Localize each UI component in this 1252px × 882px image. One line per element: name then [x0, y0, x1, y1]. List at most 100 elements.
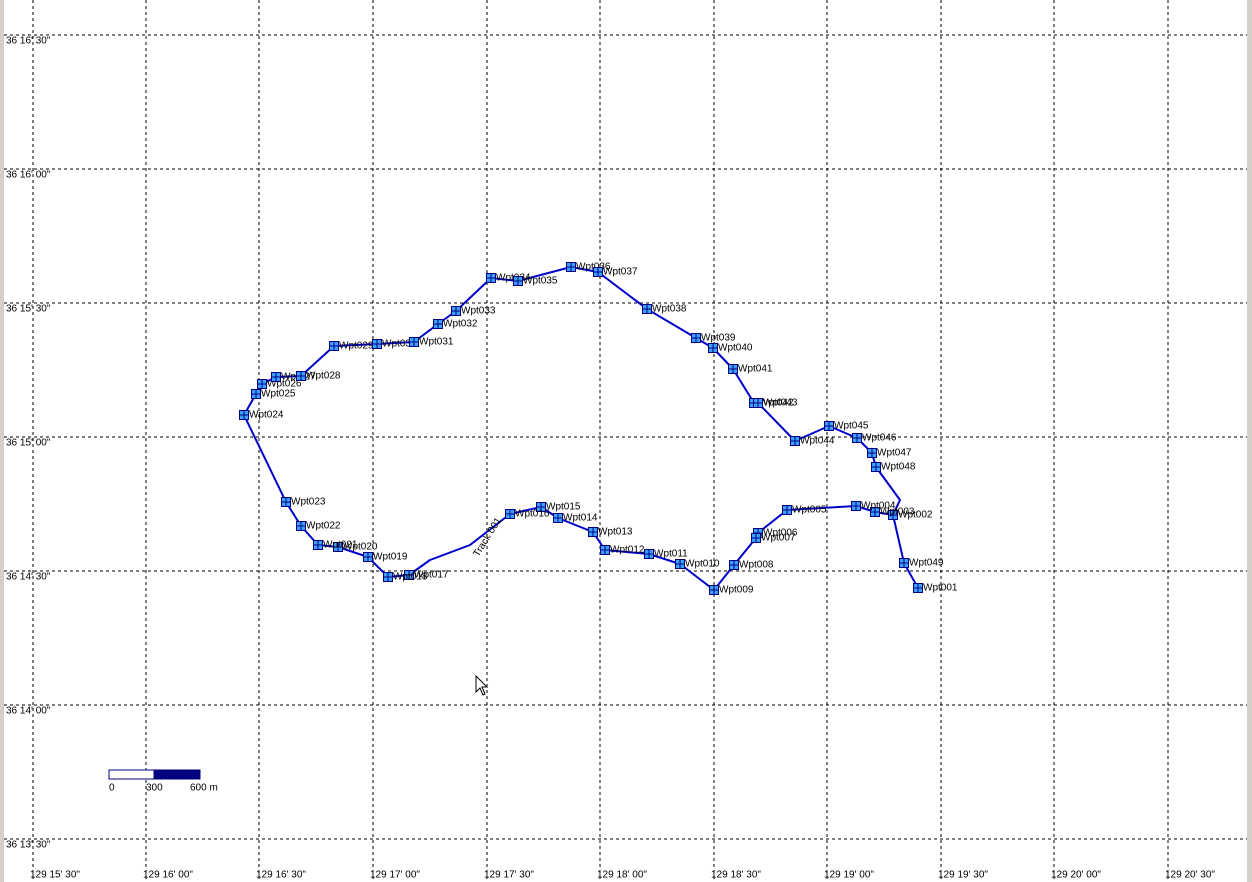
waypoint-label: Wpt040: [718, 343, 753, 354]
waypoint: Wpt021: [313, 540, 358, 551]
waypoint-marker-cross: [383, 572, 393, 582]
waypoint: Wpt028: [296, 371, 341, 382]
waypoint-label: Wpt028: [306, 371, 341, 382]
waypoint-marker-cross: [333, 542, 343, 552]
waypoint-label: Wpt002: [898, 510, 933, 521]
waypoint-marker-cross: [296, 371, 306, 381]
waypoint: Wpt019: [363, 552, 408, 563]
waypoint-marker-cross: [870, 507, 880, 517]
waypoint-label: Wpt017: [414, 570, 449, 581]
waypoint: Wpt049: [899, 558, 944, 569]
waypoint-marker-cross: [600, 545, 610, 555]
latitude-label: 36 16' 30": [6, 36, 51, 47]
waypoint-label: Wpt044: [800, 436, 835, 447]
waypoint-marker-cross: [729, 560, 739, 570]
waypoint-label: Wpt012: [610, 545, 645, 556]
waypoint-label: Wpt009: [719, 585, 754, 596]
waypoint-marker-cross: [588, 527, 598, 537]
waypoint-label: Wpt037: [603, 267, 638, 278]
latitude-label: 36 14' 00": [6, 706, 51, 717]
waypoint: Wpt045: [824, 421, 869, 432]
waypoint: Wpt017: [404, 570, 449, 581]
waypoint: Wpt002: [888, 510, 933, 521]
waypoint: Wpt046: [852, 433, 897, 444]
waypoint-label: Wpt042: [759, 398, 794, 409]
waypoint: Wpt012: [600, 545, 645, 556]
waypoint-marker-cross: [536, 502, 546, 512]
waypoint-label: Wpt023: [291, 497, 326, 508]
waypoint: Wpt024: [239, 410, 284, 421]
waypoint-label: Wpt005: [792, 505, 827, 516]
waypoint: Wpt041: [728, 364, 773, 375]
waypoint: Wpt010: [675, 559, 720, 570]
waypoint-marker-cross: [913, 583, 923, 593]
scale-bar-dark: [153, 769, 201, 780]
waypoint-label: Wpt008: [739, 560, 774, 571]
waypoint-marker-cross: [691, 333, 701, 343]
waypoint-marker-cross: [675, 559, 685, 569]
waypoint-label: Wpt038: [652, 304, 687, 315]
waypoint-label: Wpt031: [419, 337, 454, 348]
waypoint-marker-cross: [451, 306, 461, 316]
longitude-label: 129 18' 30": [711, 870, 761, 881]
waypoint: Wpt005: [782, 505, 827, 516]
waypoint-label: Wpt006: [763, 528, 798, 539]
waypoint-marker-cross: [593, 267, 603, 277]
longitude-label: 129 19' 00": [824, 870, 874, 881]
waypoint: Wpt029: [329, 341, 374, 352]
longitude-label: 129 16' 30": [256, 870, 306, 881]
waypoint-marker-cross: [753, 398, 763, 408]
right-edge: [1247, 0, 1252, 882]
waypoint: Wpt040: [708, 343, 753, 354]
waypoint-label: Wpt014: [563, 513, 598, 524]
waypoint-label: Wpt039: [701, 333, 736, 344]
waypoint-label: Wpt046: [862, 433, 897, 444]
waypoint: Wpt009: [709, 585, 754, 596]
waypoint: Wpt011: [644, 549, 688, 560]
waypoint-label: Wpt020: [343, 542, 378, 553]
waypoint: Wpt033: [451, 306, 496, 317]
waypoint-marker-cross: [239, 410, 249, 420]
waypoint-label: Wpt030: [382, 339, 417, 350]
mouse-cursor: [475, 674, 489, 696]
longitude-label: 129 18' 00": [597, 870, 647, 881]
waypoint-label: Wpt007: [761, 533, 796, 544]
waypoint-label: Wpt016: [515, 509, 550, 520]
waypoint-label: Wpt024: [249, 410, 284, 421]
waypoint-marker-cross: [824, 421, 834, 431]
waypoint-marker-cross: [566, 262, 576, 272]
waypoint: Wpt035: [513, 276, 558, 287]
waypoint: Wpt018: [383, 572, 428, 583]
waypoint: Wpt044: [790, 436, 835, 447]
waypoint-marker-cross: [404, 570, 414, 580]
waypoint-marker-cross: [899, 558, 909, 568]
waypoint-label: Wpt033: [461, 306, 496, 317]
waypoint-marker-cross: [709, 585, 719, 595]
longitude-label: 129 17' 30": [484, 870, 534, 881]
waypoint-marker-cross: [782, 505, 792, 515]
waypoint-marker-cross: [433, 319, 443, 329]
waypoint: Wpt039: [691, 333, 736, 344]
waypoint-label: Wpt018: [393, 572, 428, 583]
waypoint-label: Wpt001: [923, 583, 958, 594]
latitude-label: 36 15' 00": [6, 438, 51, 449]
latitude-label: 36 14' 30": [6, 572, 51, 583]
waypoint-marker-cross: [363, 552, 373, 562]
waypoint-marker-cross: [505, 509, 515, 519]
waypoint: Wpt016: [505, 509, 550, 520]
waypoint-label: Wpt029: [339, 341, 374, 352]
waypoint-marker-cross: [644, 549, 654, 559]
waypoint-label: Wpt019: [373, 552, 408, 563]
waypoint-marker-cross: [642, 304, 652, 314]
waypoint-marker-cross: [486, 273, 496, 283]
waypoint: Wpt025: [251, 389, 296, 400]
waypoint-label: Wpt041: [738, 364, 773, 375]
waypoint-label: Wpt025: [261, 389, 296, 400]
scale-label: 0: [109, 783, 115, 794]
waypoint-marker-cross: [271, 372, 281, 382]
waypoint-label: Wpt048: [881, 462, 916, 473]
waypoint-marker-cross: [871, 462, 881, 472]
waypoint: Wpt014: [553, 513, 598, 524]
